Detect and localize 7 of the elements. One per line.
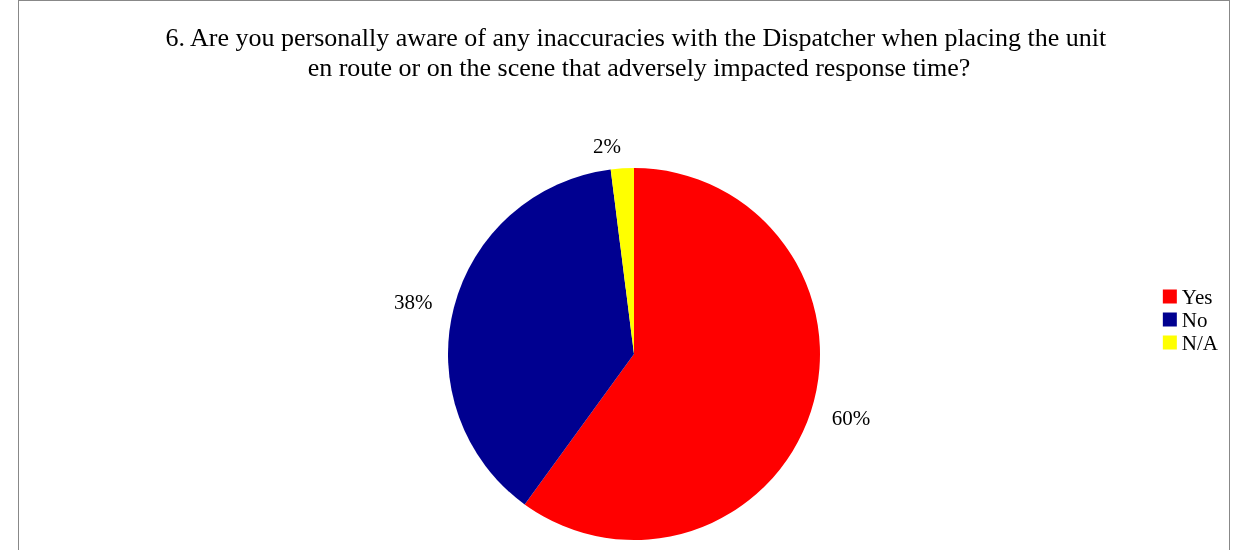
legend-label: No: [1181, 307, 1208, 332]
legend-label: N/A: [1181, 330, 1219, 355]
legend-label: Yes: [1181, 284, 1213, 309]
data-label: 2%: [592, 134, 621, 159]
data-label: 60%: [831, 406, 871, 431]
data-label: 38%: [394, 290, 433, 315]
chart-title: 6. Are you personally aware of any inaccuracies with the Dispatcher when placing the unit en route or on the scene that adversely impacted response time?: [165, 22, 1113, 82]
